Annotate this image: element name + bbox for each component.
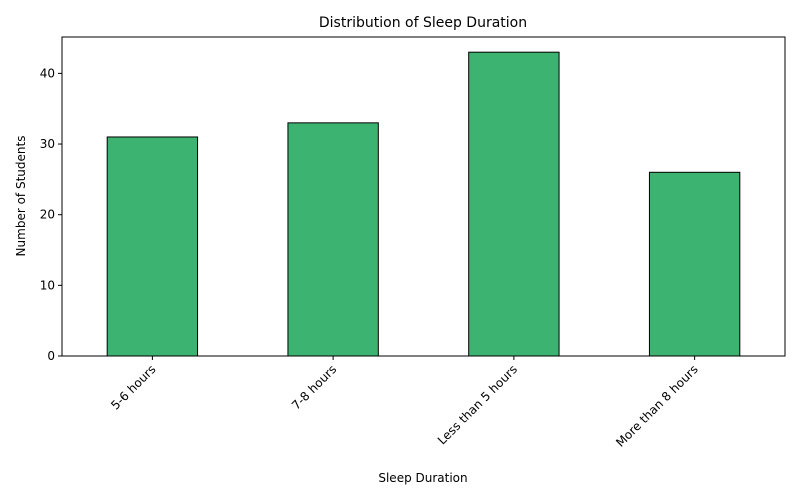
x-tick-label-3: More than 8 hours [613,362,701,450]
bar-1 [287,122,379,357]
x-axis-label: Sleep Duration [378,471,467,485]
chart-title: Distribution of Sleep Duration [319,15,527,31]
y-axis-label: Number of Students [14,136,28,257]
plot-frame [61,36,786,357]
x-tick-label-2: Less than 5 hours [435,362,520,447]
y-tick-label-0: 0 [47,349,55,363]
y-tick-label-1: 10 [40,278,55,292]
y-tick-label-2: 20 [40,208,55,222]
x-tick-label-1: 7-8 hours [289,362,339,412]
x-tick-label-0: 5-6 hours [108,362,158,412]
x-axis: 5-6 hours 7-8 hours Less than 5 hours More … [108,356,701,450]
y-tick-label-4: 40 [40,66,55,80]
y-tick-label-3: 30 [40,137,55,151]
y-axis: 0 10 20 30 40 [40,66,62,363]
bar-0 [106,136,199,357]
bars-group [106,51,741,357]
bar-3 [648,171,741,357]
bar-2 [468,51,560,357]
